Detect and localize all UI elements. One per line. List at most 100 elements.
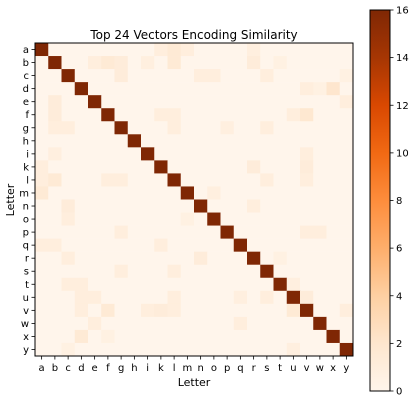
heatmap-cell-p-s: [260, 225, 274, 239]
heatmap-cell-r-g: [114, 251, 129, 266]
heatmap-cell-v-f: [101, 303, 115, 318]
heatmap-cell-q-b: [48, 238, 62, 252]
heatmap-cell-k-n: [194, 160, 208, 174]
heatmap-cell-w-s: [260, 316, 274, 331]
heatmap-cell-o-r: [247, 212, 261, 226]
heatmap-cell-m-u: [286, 186, 301, 200]
heatmap-cell-f-w: [313, 108, 327, 122]
heatmap-cell-s-i: [141, 264, 155, 279]
heatmap-cell-g-a: [35, 121, 49, 135]
heatmap-cell-p-m: [180, 225, 195, 239]
heatmap-cell-c-i: [141, 69, 155, 83]
heatmap-cell-h-a: [35, 134, 49, 148]
heatmap-cell-r-t: [273, 251, 288, 266]
x-tick-label-h: h: [131, 363, 137, 374]
heatmap-cell-e-r: [247, 95, 261, 109]
heatmap-cell-a-p: [220, 43, 235, 57]
heatmap-cell-x-x: [326, 329, 341, 344]
heatmap-cell-a-q: [233, 43, 248, 57]
heatmap-cell-u-p: [220, 290, 235, 305]
heatmap-cell-t-x: [326, 277, 341, 292]
heatmap-cell-u-i: [141, 290, 155, 305]
heatmap-cell-i-t: [273, 147, 288, 161]
heatmap-cell-h-d: [74, 134, 89, 148]
heatmap-cell-a-m: [180, 43, 195, 57]
heatmap-cell-w-v: [300, 316, 314, 331]
heatmap-cell-r-a: [35, 251, 49, 266]
heatmap-cell-k-d: [74, 160, 89, 174]
heatmap-cell-a-l: [167, 43, 182, 57]
heatmap-cell-p-h: [127, 225, 142, 239]
heatmap-cell-k-v: [300, 160, 314, 174]
heatmap-cell-t-r: [247, 277, 261, 292]
heatmap-cell-n-n: [194, 199, 208, 213]
heatmap-cell-m-h: [127, 186, 142, 200]
heatmap-cell-p-w: [313, 225, 327, 239]
heatmap-cell-q-a: [35, 238, 49, 252]
x-tick-label-a: a: [39, 363, 45, 374]
chart-title: Top 24 Vectors Encoding Similarity: [89, 28, 297, 42]
heatmap-cell-l-l: [167, 173, 182, 187]
heatmap-cell-y-d: [74, 342, 89, 357]
heatmap-cell-y-t: [273, 342, 288, 357]
heatmap-cell-l-t: [273, 173, 288, 187]
heatmap-cell-h-m: [180, 134, 195, 148]
heatmap-cell-u-h: [127, 290, 142, 305]
heatmap-cell-q-k: [154, 238, 168, 252]
heatmap-cell-y-m: [180, 342, 195, 357]
heatmap-cell-c-o: [207, 69, 221, 83]
heatmap-cell-w-x: [326, 316, 341, 331]
heatmap-cell-a-n: [194, 43, 208, 57]
heatmap-cell-f-b: [48, 108, 62, 122]
heatmap-cell-a-e: [88, 43, 102, 57]
heatmap-cell-s-q: [233, 264, 248, 279]
heatmap-cell-y-b: [48, 342, 62, 357]
heatmap-cell-e-c: [61, 95, 76, 109]
heatmap-cell-d-t: [273, 82, 288, 96]
heatmap-cell-p-e: [88, 225, 102, 239]
y-tick-label-w: w: [21, 319, 29, 330]
heatmap-cell-q-c: [61, 238, 76, 252]
heatmap-cell-h-n: [194, 134, 208, 148]
heatmap-cell-n-h: [127, 199, 142, 213]
heatmap-cell-o-b: [48, 212, 62, 226]
heatmap-cell-m-o: [207, 186, 221, 200]
heatmap-cell-c-f: [101, 69, 115, 83]
heatmap-cell-l-r: [247, 173, 261, 187]
heatmap-cell-r-n: [194, 251, 208, 266]
heatmap-cell-q-g: [114, 238, 129, 252]
heatmap-cell-n-r: [247, 199, 261, 213]
heatmap-cell-w-o: [207, 316, 221, 331]
colorbar-tick-label-12: 12: [396, 101, 409, 112]
heatmap-cell-h-r: [247, 134, 261, 148]
heatmap-cell-x-h: [127, 329, 142, 344]
heatmap-cell-w-r: [247, 316, 261, 331]
heatmap-cell-r-f: [101, 251, 115, 266]
x-tick-label-w: w: [316, 363, 324, 374]
heatmap-cell-i-q: [233, 147, 248, 161]
colorbar-tick-label-8: 8: [396, 196, 402, 207]
heatmap-cell-s-n: [194, 264, 208, 279]
heatmap-cell-c-g: [114, 69, 129, 83]
heatmap-cell-f-c: [61, 108, 76, 122]
heatmap-cell-a-u: [286, 43, 301, 57]
heatmap-cell-t-o: [207, 277, 221, 292]
heatmap-cell-u-c: [61, 290, 76, 305]
heatmap-cell-k-x: [326, 160, 341, 174]
heatmap-cell-e-v: [300, 95, 314, 109]
heatmap-cell-h-t: [273, 134, 288, 148]
heatmap-cell-x-n: [194, 329, 208, 344]
y-tick-label-k: k: [23, 162, 29, 173]
heatmap-cell-g-c: [61, 121, 76, 135]
heatmap-cell-b-x: [326, 56, 341, 70]
x-tick-label-x: x: [330, 363, 336, 374]
heatmap-cell-b-q: [233, 56, 248, 70]
heatmap-cell-u-w: [313, 290, 327, 305]
heatmap-cell-e-d: [74, 95, 89, 109]
heatmap-cell-v-p: [220, 303, 235, 318]
y-tick-label-r: r: [25, 254, 30, 265]
heatmap-cell-d-m: [180, 82, 195, 96]
heatmap-cell-q-t: [273, 238, 288, 252]
heatmap-cell-m-q: [233, 186, 248, 200]
